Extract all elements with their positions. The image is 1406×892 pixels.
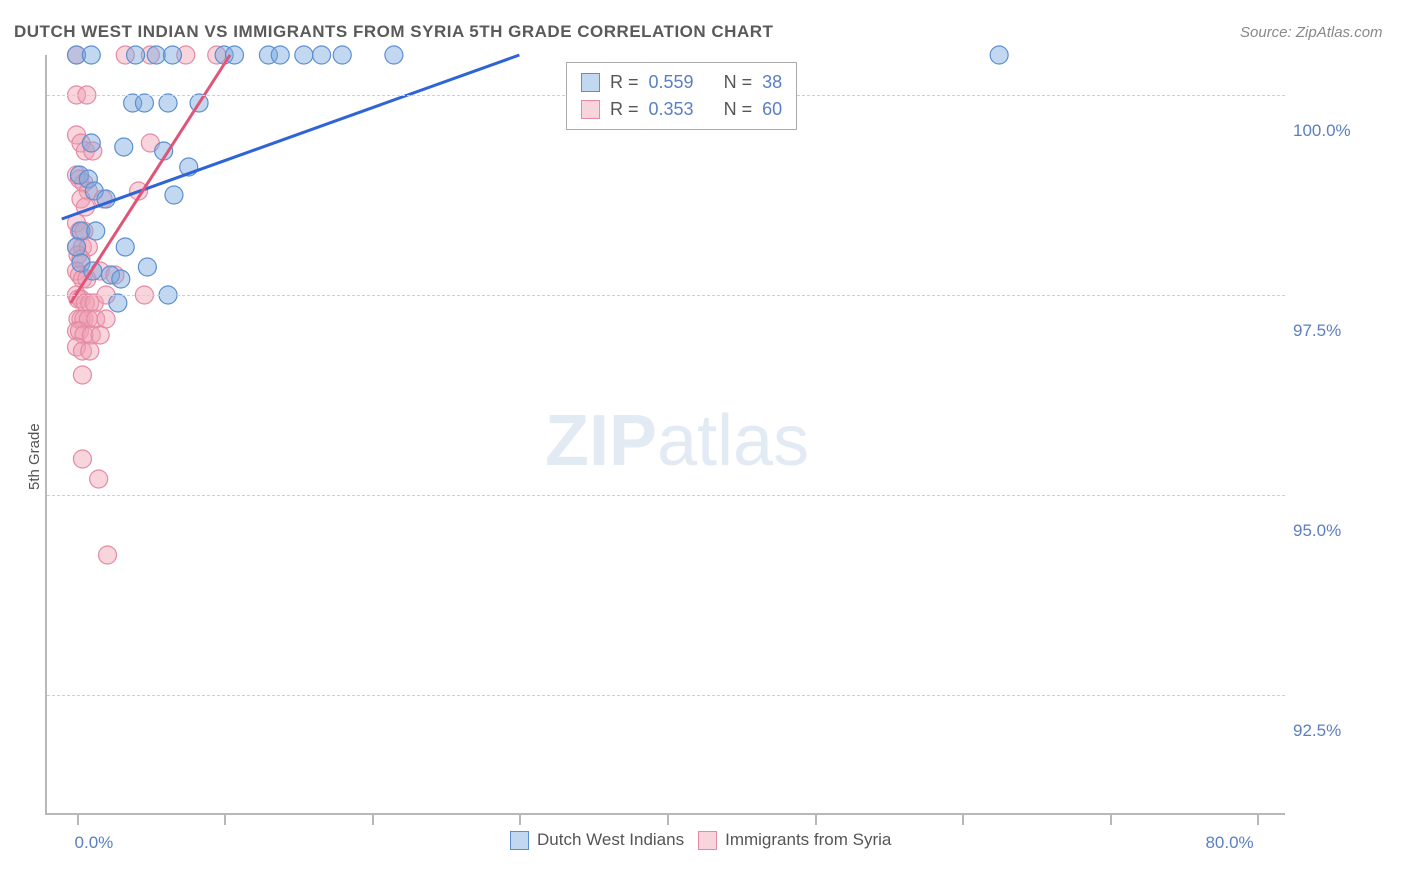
stat-n-value: 38 (762, 69, 782, 96)
data-point (68, 238, 86, 256)
data-point (116, 238, 134, 256)
data-point (127, 46, 145, 64)
gridline (47, 695, 1285, 696)
legend-swatch (581, 100, 600, 119)
y-tick-label: 100.0% (1293, 121, 1351, 141)
data-point (81, 342, 99, 360)
x-tick (1257, 813, 1259, 825)
data-point (147, 46, 165, 64)
data-point (99, 546, 117, 564)
data-point (91, 326, 109, 344)
stat-r-value: 0.353 (649, 96, 694, 123)
data-point (90, 470, 108, 488)
legend-stats-row: R = 0.353 N = 60 (581, 96, 782, 123)
data-point (112, 270, 130, 288)
x-tick-label: 80.0% (1205, 833, 1253, 853)
stat-n-label: N = (724, 96, 753, 123)
data-point (165, 186, 183, 204)
chart-container: { "title": { "text": "DUTCH WEST INDIAN … (0, 0, 1406, 892)
data-point (109, 294, 127, 312)
gridline (47, 495, 1285, 496)
x-tick (815, 813, 817, 825)
stat-r-label: R = (610, 69, 639, 96)
legend-item: Immigrants from Syria (698, 830, 891, 850)
trend-line (62, 55, 520, 219)
data-point (87, 222, 105, 240)
legend-label: Dutch West Indians (537, 830, 684, 850)
x-tick-label: 0.0% (75, 833, 114, 853)
y-axis-label: 5th Grade (26, 423, 43, 490)
chart-svg (47, 55, 1285, 813)
x-tick (962, 813, 964, 825)
data-point (163, 46, 181, 64)
data-point (97, 310, 115, 328)
x-tick (77, 813, 79, 825)
data-point (333, 46, 351, 64)
data-point (82, 134, 100, 152)
correlation-legend: R = 0.559 N = 38 R = 0.353 N = 60 (566, 62, 797, 130)
data-point (295, 46, 313, 64)
stat-n-label: N = (724, 69, 753, 96)
legend-swatch (698, 831, 717, 850)
data-point (73, 450, 91, 468)
series-legend: Dutch West Indians Immigrants from Syria (510, 830, 891, 850)
x-tick (1110, 813, 1112, 825)
stat-r-value: 0.559 (649, 69, 694, 96)
y-tick-label: 97.5% (1293, 321, 1341, 341)
x-tick (667, 813, 669, 825)
legend-swatch (510, 831, 529, 850)
data-point (159, 94, 177, 112)
x-tick (372, 813, 374, 825)
data-point (138, 258, 156, 276)
stat-r-label: R = (610, 96, 639, 123)
data-point (73, 366, 91, 384)
data-point (990, 46, 1008, 64)
legend-item: Dutch West Indians (510, 830, 684, 850)
stat-n-value: 60 (762, 96, 782, 123)
chart-title: DUTCH WEST INDIAN VS IMMIGRANTS FROM SYR… (14, 22, 773, 42)
x-tick (224, 813, 226, 825)
legend-swatch (581, 73, 600, 92)
x-tick (519, 813, 521, 825)
data-point (313, 46, 331, 64)
data-point (115, 138, 133, 156)
gridline (47, 295, 1285, 296)
y-tick-label: 95.0% (1293, 521, 1341, 541)
data-point (385, 46, 403, 64)
y-tick-label: 92.5% (1293, 721, 1341, 741)
data-point (225, 46, 243, 64)
legend-stats-row: R = 0.559 N = 38 (581, 69, 782, 96)
plot-area (45, 55, 1285, 815)
legend-label: Immigrants from Syria (725, 830, 891, 850)
source-attribution: Source: ZipAtlas.com (1240, 24, 1383, 41)
data-point (271, 46, 289, 64)
data-point (135, 94, 153, 112)
data-point (82, 46, 100, 64)
